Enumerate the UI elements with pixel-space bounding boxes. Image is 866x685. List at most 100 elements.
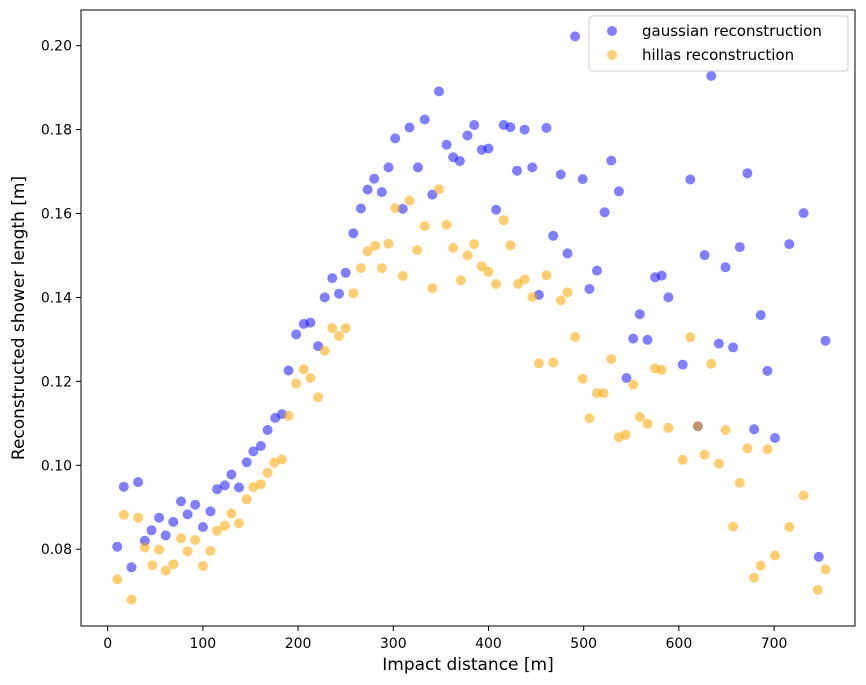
gaussian-point: [133, 477, 144, 488]
gaussian-point: [327, 273, 338, 284]
gaussian-point: [562, 248, 573, 259]
gaussian-point: [241, 457, 252, 468]
hillas-point: [434, 184, 444, 195]
gaussian-point: [762, 365, 773, 376]
hillas-point: [448, 242, 459, 253]
gaussian-point: [362, 184, 373, 195]
gaussian-point: [413, 162, 423, 173]
hillas-point: [362, 246, 373, 257]
y-tick-label: 0.16: [41, 207, 72, 223]
gaussian-point: [770, 433, 780, 443]
hillas-point: [762, 444, 773, 455]
hillas-point: [606, 354, 617, 365]
gaussian-point: [798, 208, 809, 219]
hillas-point: [562, 287, 573, 298]
hillas-point: [498, 215, 509, 226]
hillas-point: [383, 238, 394, 249]
gaussian-point: [584, 284, 595, 294]
hillas-point: [376, 263, 387, 274]
hillas-point: [749, 572, 760, 583]
hillas-point: [570, 331, 581, 342]
gaussian-point: [519, 124, 530, 135]
gaussian-point: [634, 309, 645, 320]
gaussian-point: [118, 481, 129, 492]
hillas-point: [118, 509, 129, 520]
hillas-point: [355, 263, 366, 274]
legend-marker-gaussian: [607, 26, 617, 36]
gaussian-point: [340, 267, 351, 278]
x-tick-label: 200: [285, 636, 312, 652]
gaussian-point: [212, 484, 223, 495]
hillas-point: [533, 358, 544, 369]
gaussian-point: [390, 133, 401, 144]
gaussian-point: [283, 365, 294, 376]
gaussian-point: [699, 250, 710, 261]
x-tick-label: 0: [103, 636, 112, 652]
x-tick-label: 100: [189, 636, 216, 652]
hillas-point: [219, 520, 230, 531]
gaussian-point: [491, 204, 502, 215]
hillas-point: [548, 357, 559, 368]
y-axis-label: Reconstructed shower length [m]: [9, 176, 29, 460]
legend-box: [588, 15, 849, 72]
hillas-point: [160, 565, 171, 576]
gaussian-point: [334, 288, 344, 299]
gaussian-point: [613, 186, 624, 197]
hillas-point: [663, 422, 674, 433]
gaussian-point: [483, 143, 494, 154]
hillas-point: [182, 546, 193, 557]
hillas-point: [441, 219, 452, 230]
gaussian-point: [813, 551, 824, 562]
gaussian-point: [219, 480, 230, 491]
gaussian-point: [742, 168, 753, 179]
gaussian-point: [248, 446, 259, 457]
hillas-point: [283, 410, 294, 421]
hillas-point: [190, 535, 201, 545]
gaussian-point: [305, 317, 316, 328]
gaussian-point: [462, 130, 473, 141]
hillas-point: [812, 584, 823, 595]
y-tick-label: 0.18: [41, 123, 72, 139]
gaussian-point: [176, 496, 186, 507]
gaussian-point: [397, 203, 408, 214]
hillas-point: [642, 418, 653, 429]
gaussian-point: [262, 425, 273, 435]
hillas-point: [241, 494, 252, 505]
hillas-point: [476, 261, 487, 272]
y-axis-ticks: 0.08 0.10 0.12 0.14 0.16 0.18 0.20: [41, 39, 81, 558]
hillas-point: [348, 288, 359, 299]
gaussian-point: [355, 203, 366, 214]
hillas-point: [298, 364, 309, 375]
gaussian-point: [713, 338, 724, 349]
hillas-point: [462, 250, 473, 261]
hillas-point: [677, 454, 688, 465]
gaussian-point: [154, 512, 165, 523]
gaussian-point: [555, 169, 566, 180]
legend: gaussian reconstruction hillas reconstru…: [588, 15, 849, 72]
hillas-point: [248, 482, 259, 493]
hillas-point: [555, 295, 566, 306]
gaussian-point: [734, 242, 745, 253]
hillas-point: [699, 449, 710, 460]
gaussian-point: [606, 155, 617, 166]
gaussian-point: [706, 70, 717, 81]
gaussian-point: [168, 516, 179, 527]
gaussian-point: [505, 122, 516, 133]
gaussian-point: [146, 525, 157, 536]
gaussian-point: [685, 174, 696, 185]
gaussian-point: [720, 262, 731, 273]
hillas-point: [139, 542, 150, 553]
hillas-point: [692, 421, 703, 432]
hillas-point: [584, 413, 595, 424]
hillas-point: [176, 533, 186, 544]
hillas-point: [154, 544, 165, 555]
gaussian-point: [376, 187, 387, 198]
y-tick-label: 0.10: [41, 458, 72, 474]
hillas-point: [226, 508, 237, 519]
hillas-point: [147, 560, 158, 571]
x-tick-label: 700: [761, 636, 788, 652]
hillas-point: [397, 271, 408, 281]
hillas-point: [577, 373, 588, 384]
x-tick-label: 400: [475, 636, 502, 652]
